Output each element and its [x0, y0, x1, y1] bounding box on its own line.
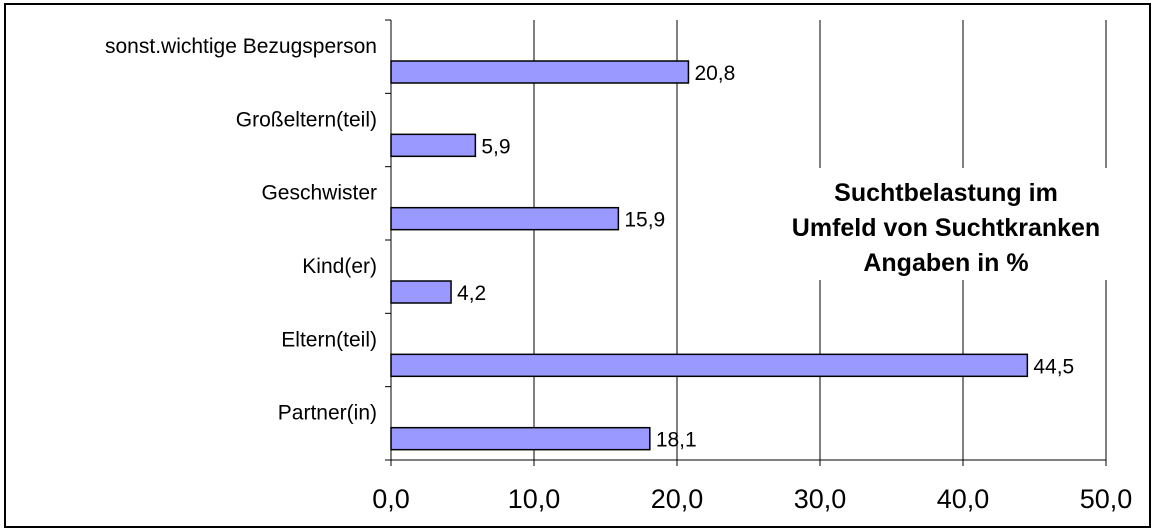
suchtbelastung-bar-chart: Suchtbelastung im Umfeld von Suchtkranke…: [105, 19, 1132, 514]
category-label-1: Großeltern(teil): [236, 108, 377, 131]
x-tick-label-4: 40,0: [937, 484, 990, 514]
labels: 0,0 10,0 20,0 30,0 40,0 50,0 20,8 sonst.wichtig…: [105, 35, 1132, 514]
chart-title-line-1: Suchtbelastung im: [834, 179, 1058, 207]
category-label-0: sonst.wichtige Bezugsperson: [105, 35, 377, 58]
value-label-1: 5,9: [481, 135, 510, 158]
bar-0: [390, 60, 690, 84]
value-label-3: 4,2: [457, 282, 486, 305]
chart-title-line-3: Angaben in %: [863, 249, 1028, 277]
category-label-4: Eltern(teil): [281, 328, 377, 351]
x-tick-label-5: 50,0: [1080, 484, 1133, 514]
bar-2: [390, 206, 620, 231]
category-label-5: Partner(in): [278, 402, 377, 425]
chart-title-block: Suchtbelastung im Umfeld von Suchtkranke…: [764, 168, 1124, 280]
bar-3: [390, 280, 452, 304]
chart-frame: Suchtbelastung im Umfeld von Suchtkranke…: [4, 3, 1151, 528]
value-label-4: 44,5: [1033, 355, 1074, 378]
bar-1: [390, 133, 477, 158]
x-tick-label-2: 20,0: [651, 484, 704, 514]
x-tick-label-3: 30,0: [794, 484, 847, 514]
value-label-2: 15,9: [624, 209, 665, 232]
bar-5: [390, 426, 651, 451]
chart-title-background: [764, 168, 1124, 280]
bars: [390, 60, 1029, 451]
axes: [385, 19, 1107, 466]
value-label-0: 20,8: [694, 62, 735, 85]
category-label-2: Geschwister: [261, 182, 377, 205]
value-label-5: 18,1: [656, 429, 697, 452]
category-label-3: Kind(er): [302, 255, 377, 278]
bar-4: [390, 353, 1029, 378]
x-tick-label-1: 10,0: [508, 484, 561, 514]
chart-title-line-2: Umfeld von Suchtkranken: [792, 214, 1100, 242]
x-tick-label-0: 0,0: [372, 484, 410, 514]
